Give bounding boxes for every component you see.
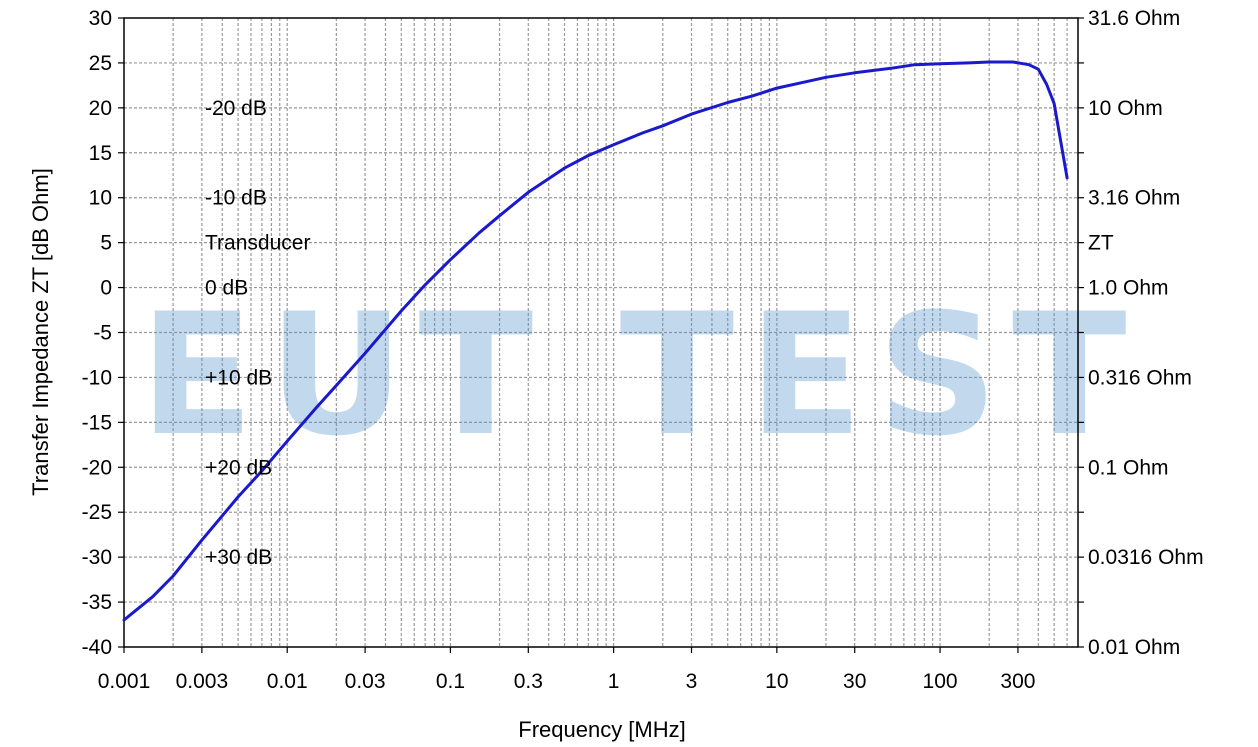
y-axis-title: Transfer Impedance ZT [dB Ohm] (28, 168, 53, 496)
x-tick-label: 1 (608, 670, 620, 693)
transducer-annotation: -10 dB (205, 187, 267, 210)
x-tick-label: 0.03 (345, 670, 386, 693)
x-tick-label: 10 (765, 670, 788, 693)
y-tick-label: 10 (89, 187, 112, 210)
y-tick-label: -40 (82, 636, 112, 659)
transducer-annotation: 0 dB (205, 277, 248, 300)
y-tick-label: 0 (100, 277, 112, 300)
y-tick-label: 20 (89, 97, 112, 120)
y-tick-label: -30 (82, 546, 112, 569)
transducer-annotation: +10 dB (205, 366, 272, 389)
right-axis-label: 31.6 Ohm (1088, 7, 1180, 30)
x-tick-label: 30 (843, 670, 866, 693)
x-tick-label: 0.3 (514, 670, 543, 693)
y-tick-label: -35 (82, 591, 112, 614)
watermark-text: EUT TEST (139, 277, 1140, 473)
transducer-annotation: +30 dB (205, 546, 272, 569)
right-axis-label: ZT (1088, 232, 1114, 255)
x-tick-label: 0.1 (436, 670, 465, 693)
x-tick-label: 3 (686, 670, 698, 693)
y-tick-label: 5 (100, 232, 112, 255)
right-axis-label: 0.1 Ohm (1088, 456, 1169, 479)
series-group (122, 60, 1069, 622)
y-tick-label: -25 (82, 501, 112, 524)
y-tick-label: 15 (89, 142, 112, 165)
right-axis-label: 0.316 Ohm (1088, 366, 1192, 389)
x-tick-label: 300 (1000, 670, 1035, 693)
y-tick-label: -5 (93, 322, 112, 345)
y-tick-label: 30 (89, 7, 112, 30)
y-tick-label: 25 (89, 52, 112, 75)
transfer-impedance-line (122, 60, 1069, 622)
right-axis-label: 1.0 Ohm (1088, 277, 1169, 300)
right-axis-label: 0.01 Ohm (1088, 636, 1180, 659)
transducer-annotation: +20 dB (205, 456, 272, 479)
x-axis-title: Frequency [MHz] (518, 717, 686, 742)
grid (124, 18, 1078, 647)
x-tick-label: 0.001 (98, 670, 151, 693)
x-tick-label: 100 (923, 670, 958, 693)
x-tick-label: 0.003 (176, 670, 229, 693)
axes (118, 17, 1084, 653)
y-tick-label: -20 (82, 456, 112, 479)
right-axis-label: 10 Ohm (1088, 97, 1163, 120)
transducer-annotation: Transducer (205, 232, 310, 255)
y-tick-label: -10 (82, 366, 112, 389)
right-axis-label: 3.16 Ohm (1088, 187, 1180, 210)
x-tick-label: 0.01 (267, 670, 308, 693)
right-axis-label: 0.0316 Ohm (1088, 546, 1204, 569)
labels-group: 30 25 20 15 10 5 0 -5 -10 -15 -20 -25 -30 -35 -40 0.001… (82, 7, 1204, 693)
y-tick-label: -15 (82, 411, 112, 434)
transducer-annotation: -20 dB (205, 97, 267, 120)
